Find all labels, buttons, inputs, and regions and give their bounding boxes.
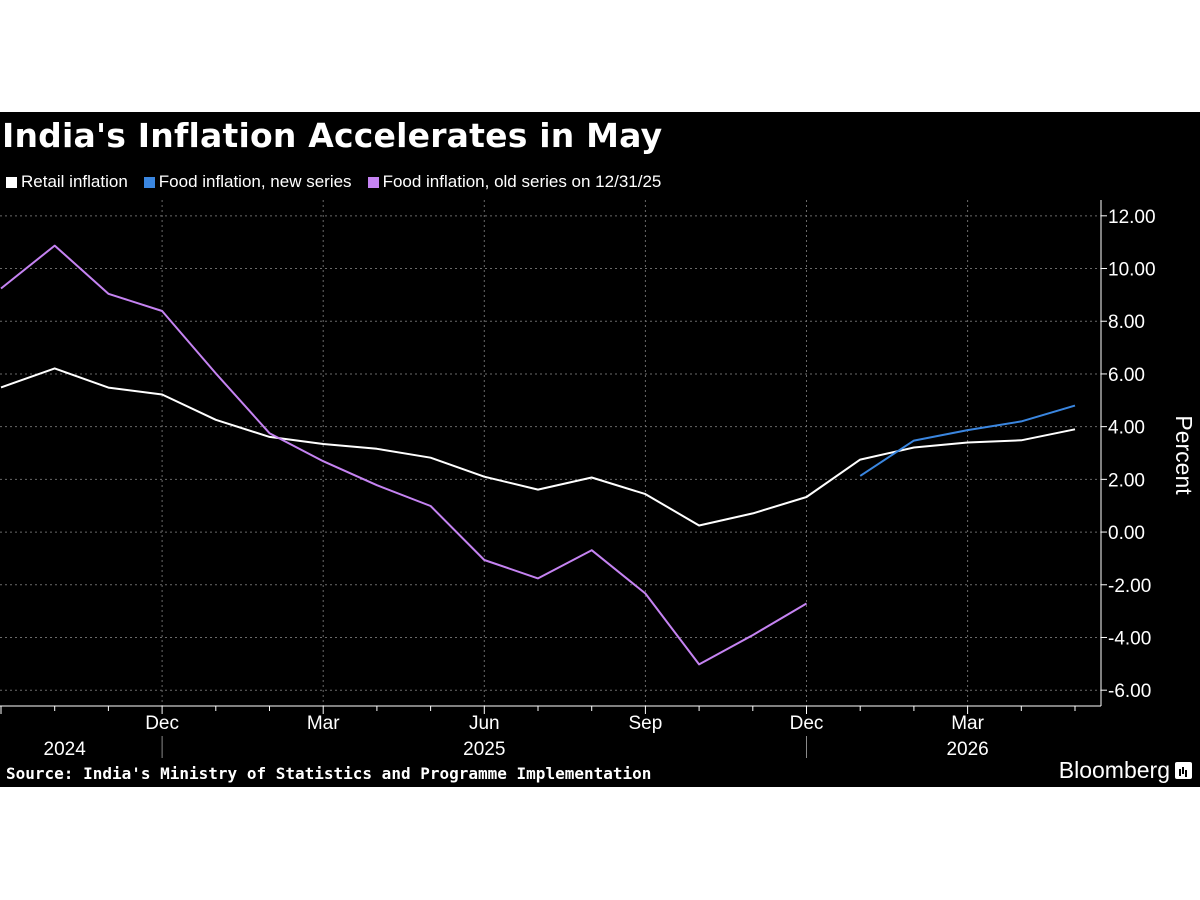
chart-panel: India's Inflation Accelerates in May Ret… xyxy=(0,112,1200,787)
y-tick-label: 4.00 xyxy=(1108,418,1145,439)
x-tick-label: Mar xyxy=(307,713,340,734)
y-tick-label: 6.00 xyxy=(1108,365,1145,386)
y-tick-label: 12.00 xyxy=(1108,207,1156,228)
y-tick-label: 8.00 xyxy=(1108,312,1145,333)
y-tick-label: 0.00 xyxy=(1108,523,1145,544)
source-note: Source: India's Ministry of Statistics a… xyxy=(6,764,652,783)
legend-swatch-food-new xyxy=(143,176,155,188)
brand-name: Bloomberg xyxy=(1058,757,1170,783)
line-chart: 12.00 10.00 8.00 6.00 4.00 2.00 0.00 -2.00 -4.00… xyxy=(0,200,1197,760)
y-tick-label: -6.00 xyxy=(1108,681,1151,702)
series-layer xyxy=(0,244,1076,666)
legend-item-food-new: Food inflation, new series xyxy=(143,172,352,192)
axis-layer xyxy=(0,200,1107,758)
legend-label-food-new: Food inflation, new series xyxy=(158,172,352,191)
legend-label-retail: Retail inflation xyxy=(21,172,128,191)
legend-swatch-food-old xyxy=(367,176,379,188)
legend-swatch-retail xyxy=(6,176,17,188)
x-tick-label: Jun xyxy=(469,713,500,734)
brand-logo: Bloomberg xyxy=(1059,757,1192,784)
x-tick-label: Dec xyxy=(790,713,824,734)
y-axis-title: Percent xyxy=(1171,415,1197,495)
legend-item-food-old: Food inflation, old series on 12/31/25 xyxy=(367,172,662,192)
legend-label-food-old: Food inflation, old series on 12/31/25 xyxy=(382,172,662,191)
label-layer: 12.00 10.00 8.00 6.00 4.00 2.00 0.00 -2.00 -4.00… xyxy=(44,207,1197,760)
year-label: 2025 xyxy=(463,739,505,760)
x-tick-label: Dec xyxy=(145,713,179,734)
x-tick-label: Sep xyxy=(628,713,662,734)
series-line-1 xyxy=(859,404,1076,477)
year-label: 2026 xyxy=(946,739,988,760)
y-tick-label: 10.00 xyxy=(1108,260,1156,281)
chart-title: India's Inflation Accelerates in May xyxy=(2,116,663,155)
legend-item-retail: Retail inflation xyxy=(6,172,128,192)
grid-layer xyxy=(0,200,1101,706)
x-tick-label: Mar xyxy=(951,713,984,734)
y-tick-label: -4.00 xyxy=(1108,628,1151,649)
series-line-2 xyxy=(0,244,808,666)
y-tick-label: -2.00 xyxy=(1108,576,1151,597)
chart-legend: Retail inflation Food inflation, new ser… xyxy=(6,172,661,192)
year-label: 2024 xyxy=(44,739,87,760)
y-tick-label: 2.00 xyxy=(1108,470,1145,491)
bloomberg-chart-icon xyxy=(1175,762,1192,779)
